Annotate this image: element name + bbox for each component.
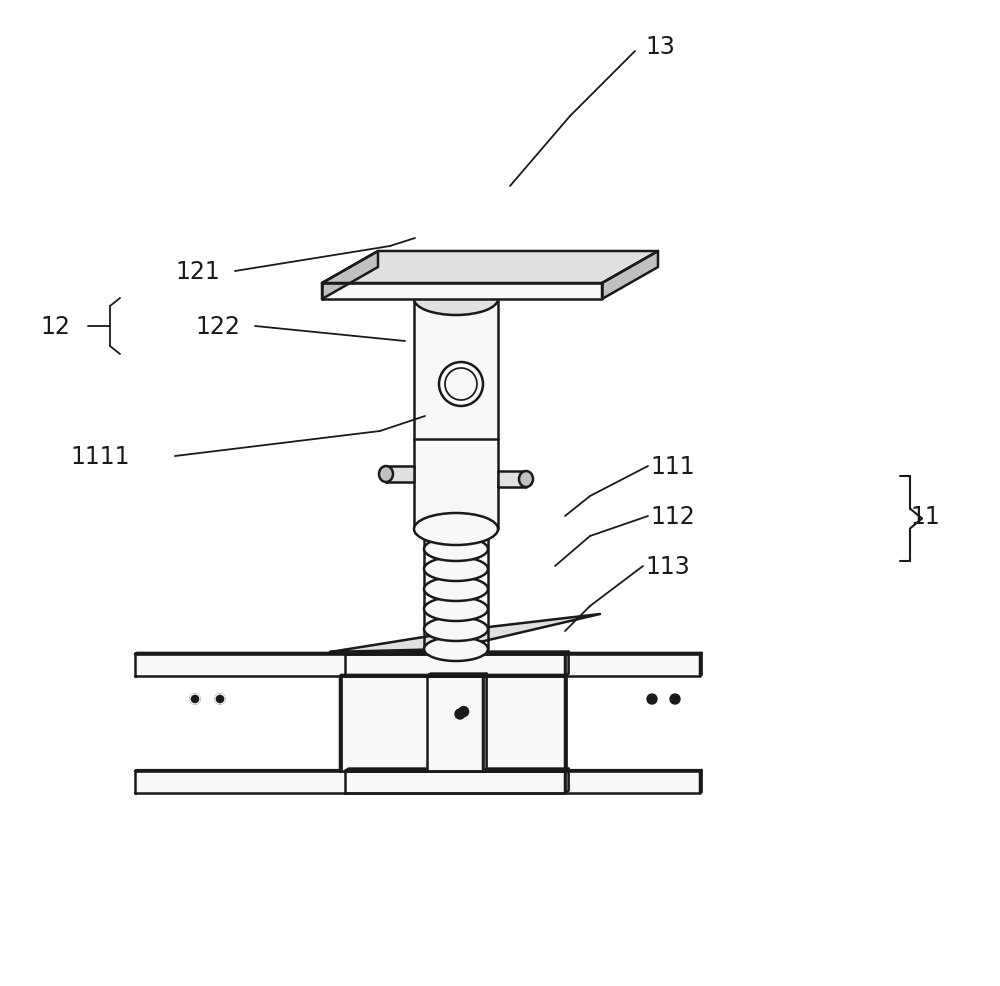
Text: 11: 11 [910,505,940,528]
Circle shape [647,694,657,704]
Polygon shape [414,300,498,529]
Ellipse shape [414,514,498,545]
Polygon shape [345,769,569,771]
Ellipse shape [424,557,488,582]
Polygon shape [427,673,487,676]
Polygon shape [330,614,600,653]
Polygon shape [483,673,487,771]
Polygon shape [322,251,658,284]
Polygon shape [386,466,414,482]
Text: 121: 121 [175,259,220,284]
Ellipse shape [379,466,393,482]
Ellipse shape [424,617,488,641]
Polygon shape [322,284,602,300]
Circle shape [459,707,469,717]
Ellipse shape [424,518,488,541]
Ellipse shape [424,578,488,601]
Polygon shape [322,251,378,300]
Circle shape [215,694,225,704]
Polygon shape [427,676,483,771]
Polygon shape [340,676,565,771]
Polygon shape [565,652,569,676]
Text: 122: 122 [195,315,240,338]
Ellipse shape [424,537,488,561]
Polygon shape [498,471,526,487]
Polygon shape [340,675,342,771]
Circle shape [190,694,200,704]
Polygon shape [135,655,700,676]
Polygon shape [700,654,702,676]
Circle shape [670,694,680,704]
Ellipse shape [424,598,488,621]
Polygon shape [345,771,565,793]
Text: 12: 12 [40,315,70,338]
Text: 112: 112 [650,505,695,528]
Ellipse shape [414,284,498,316]
Ellipse shape [424,637,488,662]
Text: 13: 13 [645,35,675,59]
Polygon shape [135,654,702,655]
Text: 1111: 1111 [70,445,130,468]
Polygon shape [345,655,565,676]
Polygon shape [565,769,569,793]
Polygon shape [135,771,700,793]
Ellipse shape [519,471,533,487]
Text: 111: 111 [650,455,695,478]
Polygon shape [340,675,567,676]
Polygon shape [700,770,702,793]
Polygon shape [345,652,569,655]
Polygon shape [565,675,567,771]
Circle shape [455,709,465,719]
Polygon shape [602,251,658,300]
Circle shape [439,363,483,406]
Text: 113: 113 [645,554,690,579]
